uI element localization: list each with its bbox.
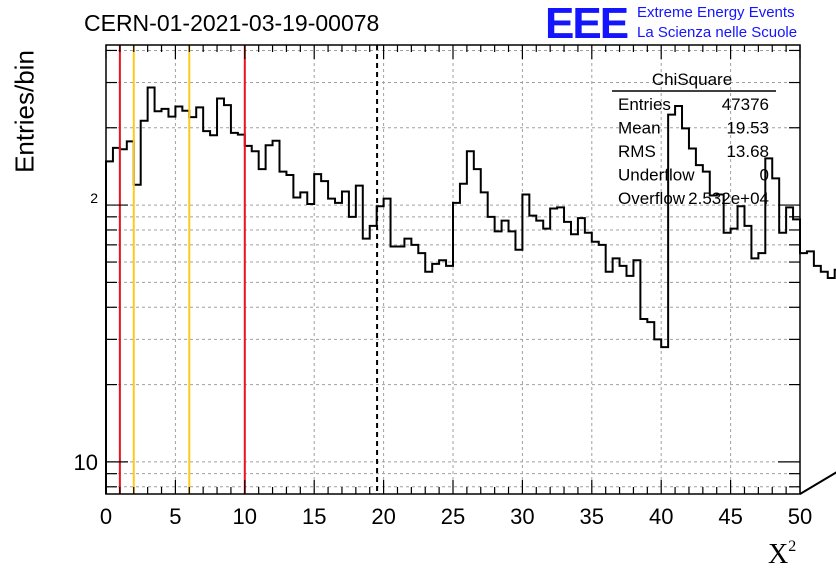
stats-row-value: 2.532e+04 [688, 189, 769, 208]
stats-row-label: Mean [618, 119, 661, 138]
x-tick-label: 45 [718, 504, 742, 529]
x-tick-label: 5 [169, 504, 181, 529]
reference-lines [118, 45, 379, 494]
x-tick-label: 25 [441, 504, 465, 529]
x-tick-label: 50 [788, 504, 812, 529]
x-tick-label: 10 [233, 504, 257, 529]
stats-row-label: Overflow [618, 189, 686, 208]
stats-row-value: 19.53 [726, 119, 769, 138]
x-tick-label: 35 [580, 504, 604, 529]
histogram-layer [105, 86, 836, 495]
y-tick-label: 10 [74, 450, 98, 475]
x-tick-label: 20 [371, 504, 395, 529]
x-tick-label: 30 [510, 504, 534, 529]
stats-row-label: RMS [618, 142, 656, 161]
stats-row-value: 47376 [722, 95, 769, 114]
run-title: CERN-01-2021-03-19-00078 [84, 10, 380, 36]
tagline-secondary: La Scienza nelle Scuole [637, 24, 798, 41]
tagline-primary: Extreme Energy Events [637, 4, 795, 21]
histogram-series [105, 86, 836, 495]
stats-box-title: ChiSquare [652, 70, 732, 89]
stats-row-label: Entries [618, 95, 671, 114]
axes: 0 5 10 15 20 25 30 35 40 45 50 10 2 [74, 44, 812, 529]
x-axis-label: X2 [768, 538, 796, 571]
x-axis-label-base: X [768, 539, 789, 570]
stats-row-value: 0 [760, 166, 769, 185]
y-tick-label: 2 [90, 190, 98, 206]
stats-row-label: Underflow [618, 166, 695, 185]
y-axis-label: Entries/bin [9, 50, 40, 173]
x-tick-label: 0 [100, 504, 112, 529]
eee-logo: EEE [545, 0, 629, 48]
x-tick-label: 15 [302, 504, 326, 529]
x-axis-label-superscript: 2 [788, 538, 797, 555]
y-tick-label-exponent: 2 [90, 190, 98, 206]
stats-row-value: 13.68 [726, 142, 769, 161]
x-tick-label: 40 [649, 504, 673, 529]
stats-box: ChiSquare Entries 47376 Mean 19.53 RMS 13.68 Un… [612, 70, 776, 208]
